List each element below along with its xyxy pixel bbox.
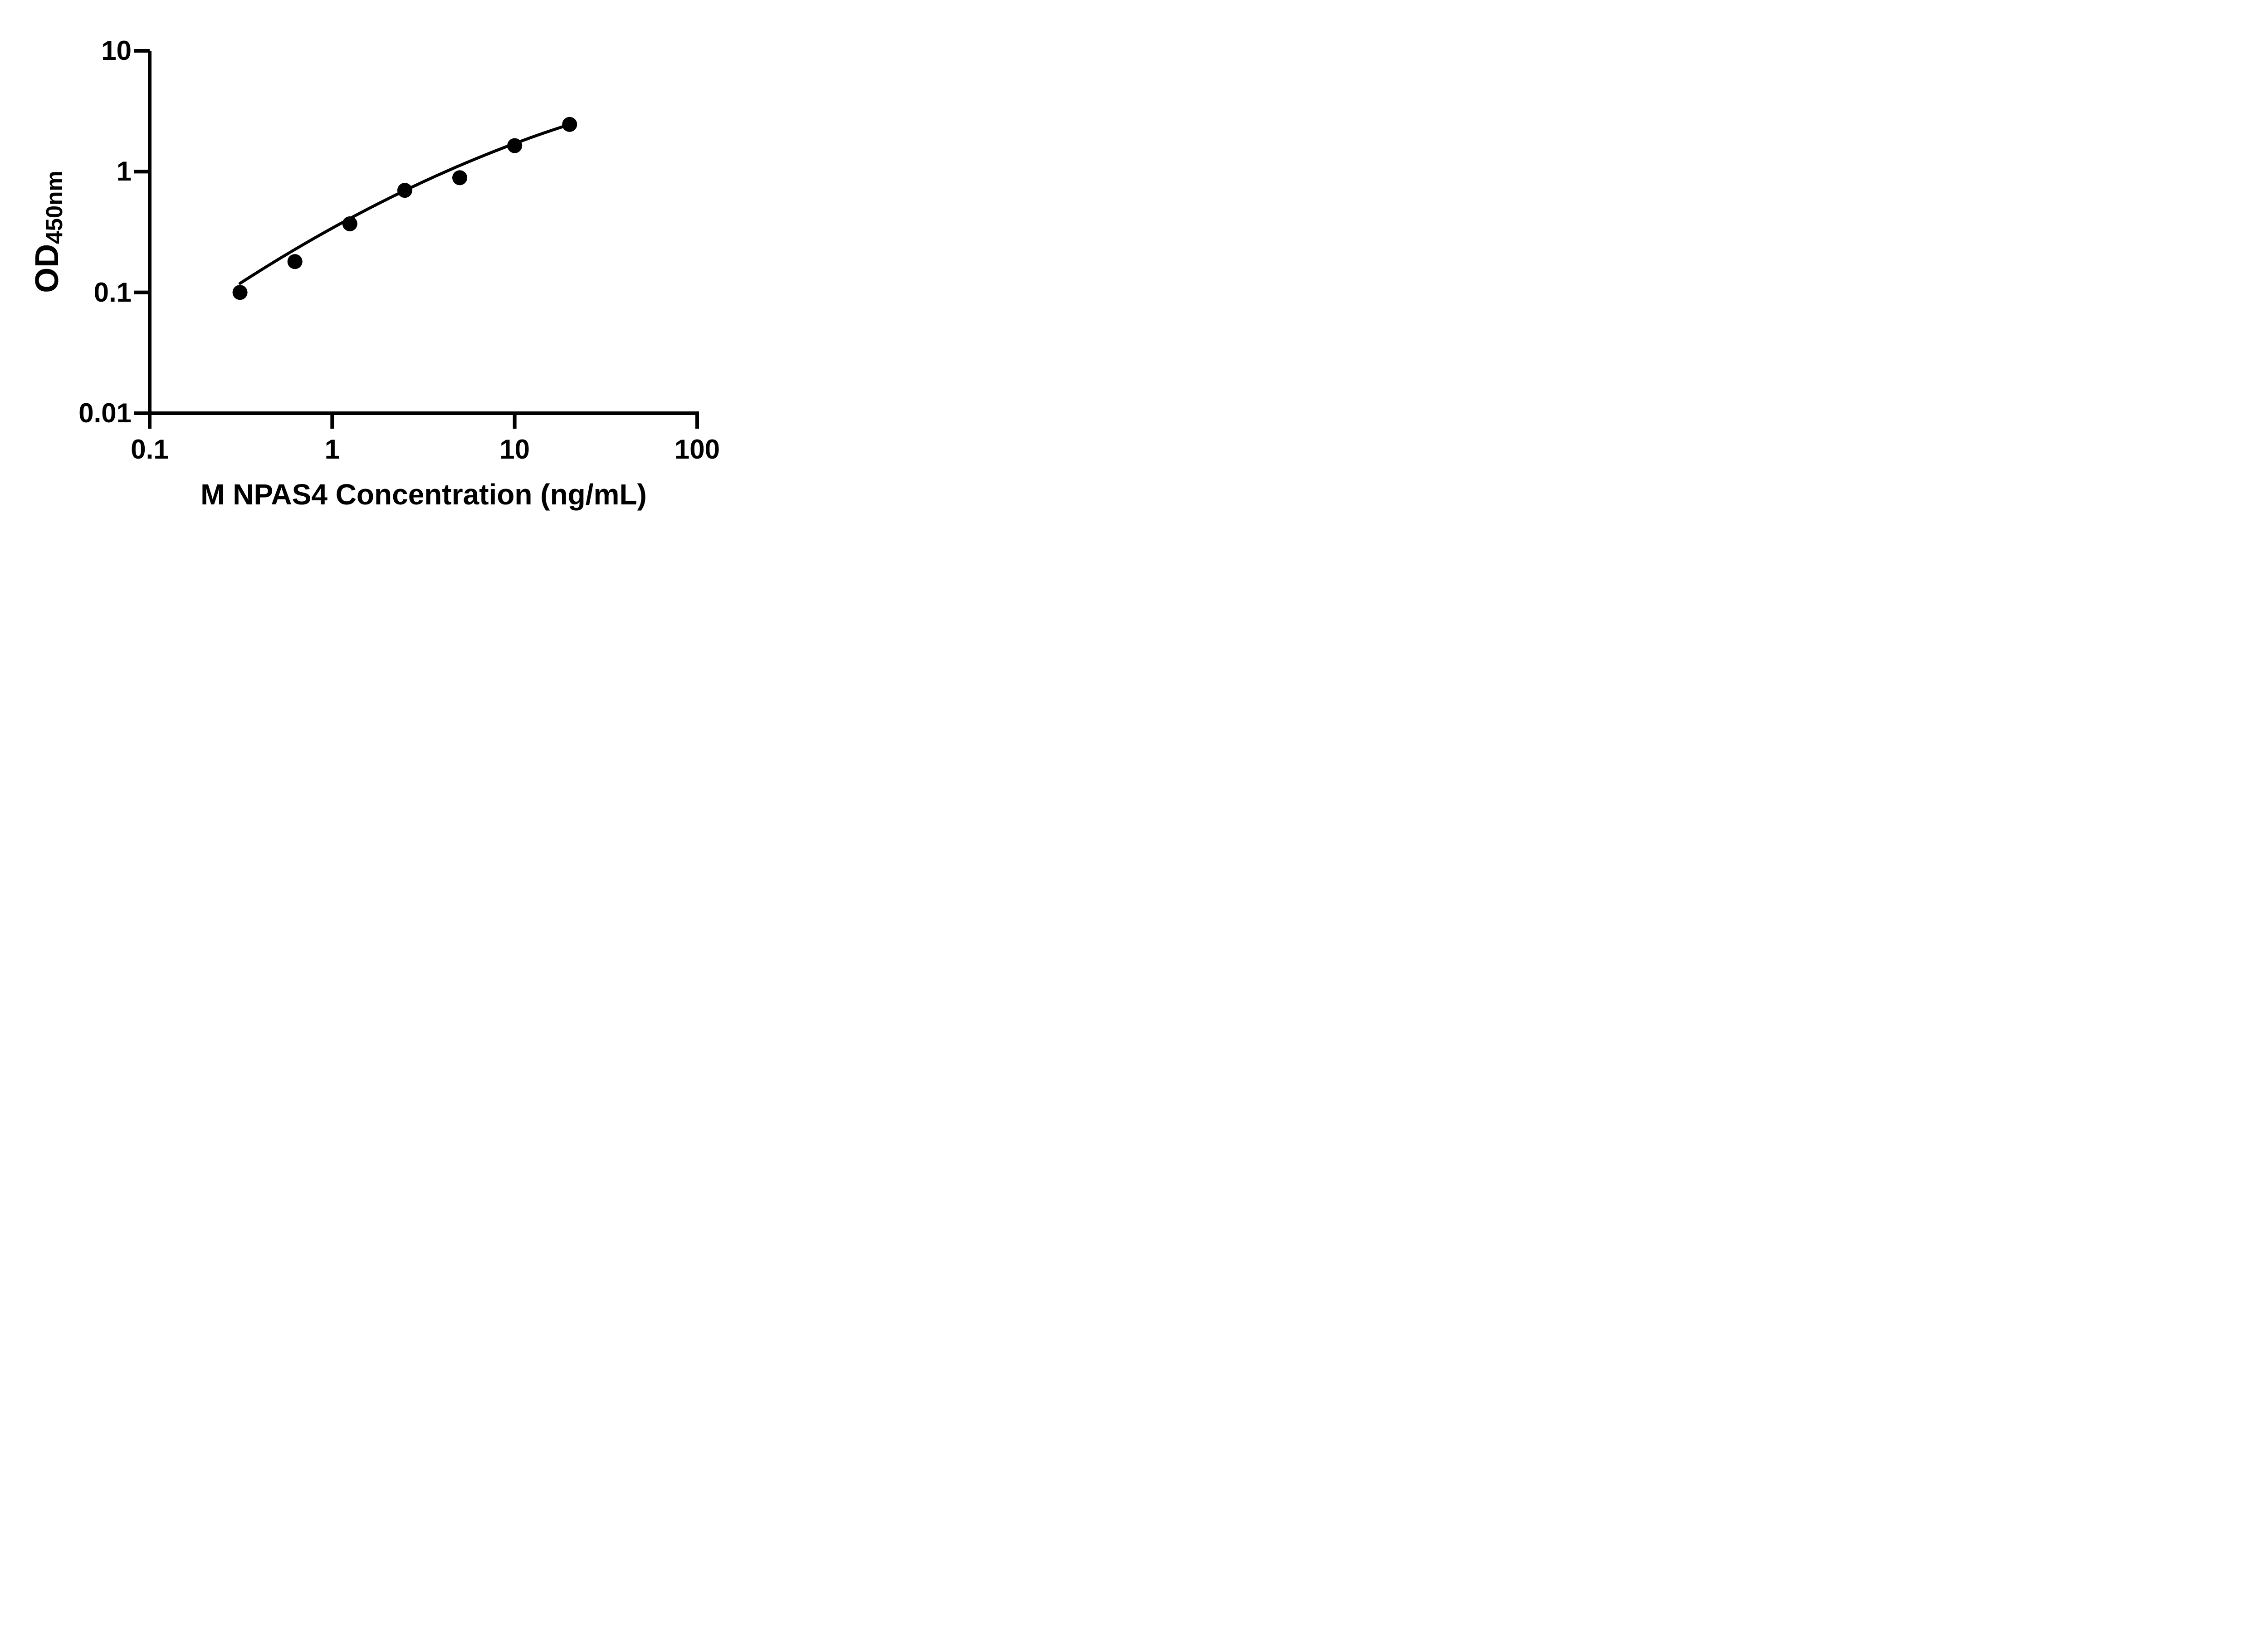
x-tick-label-100: 100 [674,434,720,464]
y-axis-title-main: OD [29,244,65,293]
x-tick-label-0.1: 0.1 [131,434,169,464]
y-tick-label-1: 1 [116,156,132,187]
x-tick-label-10: 10 [499,434,530,464]
y-tick-label-0.1: 0.1 [93,277,132,308]
standard-curve-plot [134,49,699,429]
data-point-7 [562,117,577,132]
data-point-6 [507,138,523,153]
x-tick-label-1: 1 [324,434,340,464]
elisa-standard-curve-figure: OD450nm M NPAS4 Concentration (ng/mL) 10… [0,0,777,544]
y-tick-label-0.01: 0.01 [78,397,132,428]
data-point-5 [452,170,468,186]
x-axis-title: M NPAS4 Concentration (ng/mL) [200,478,647,511]
y-axis-title-subscript: 450nm [41,171,67,244]
data-point-2 [287,254,303,269]
axis-lines [148,51,699,415]
data-point-4 [397,183,412,198]
data-point-1 [232,285,248,300]
data-point-3 [342,216,357,231]
y-tick-label-10: 10 [101,35,132,66]
y-axis-title: OD450nm [29,171,67,293]
